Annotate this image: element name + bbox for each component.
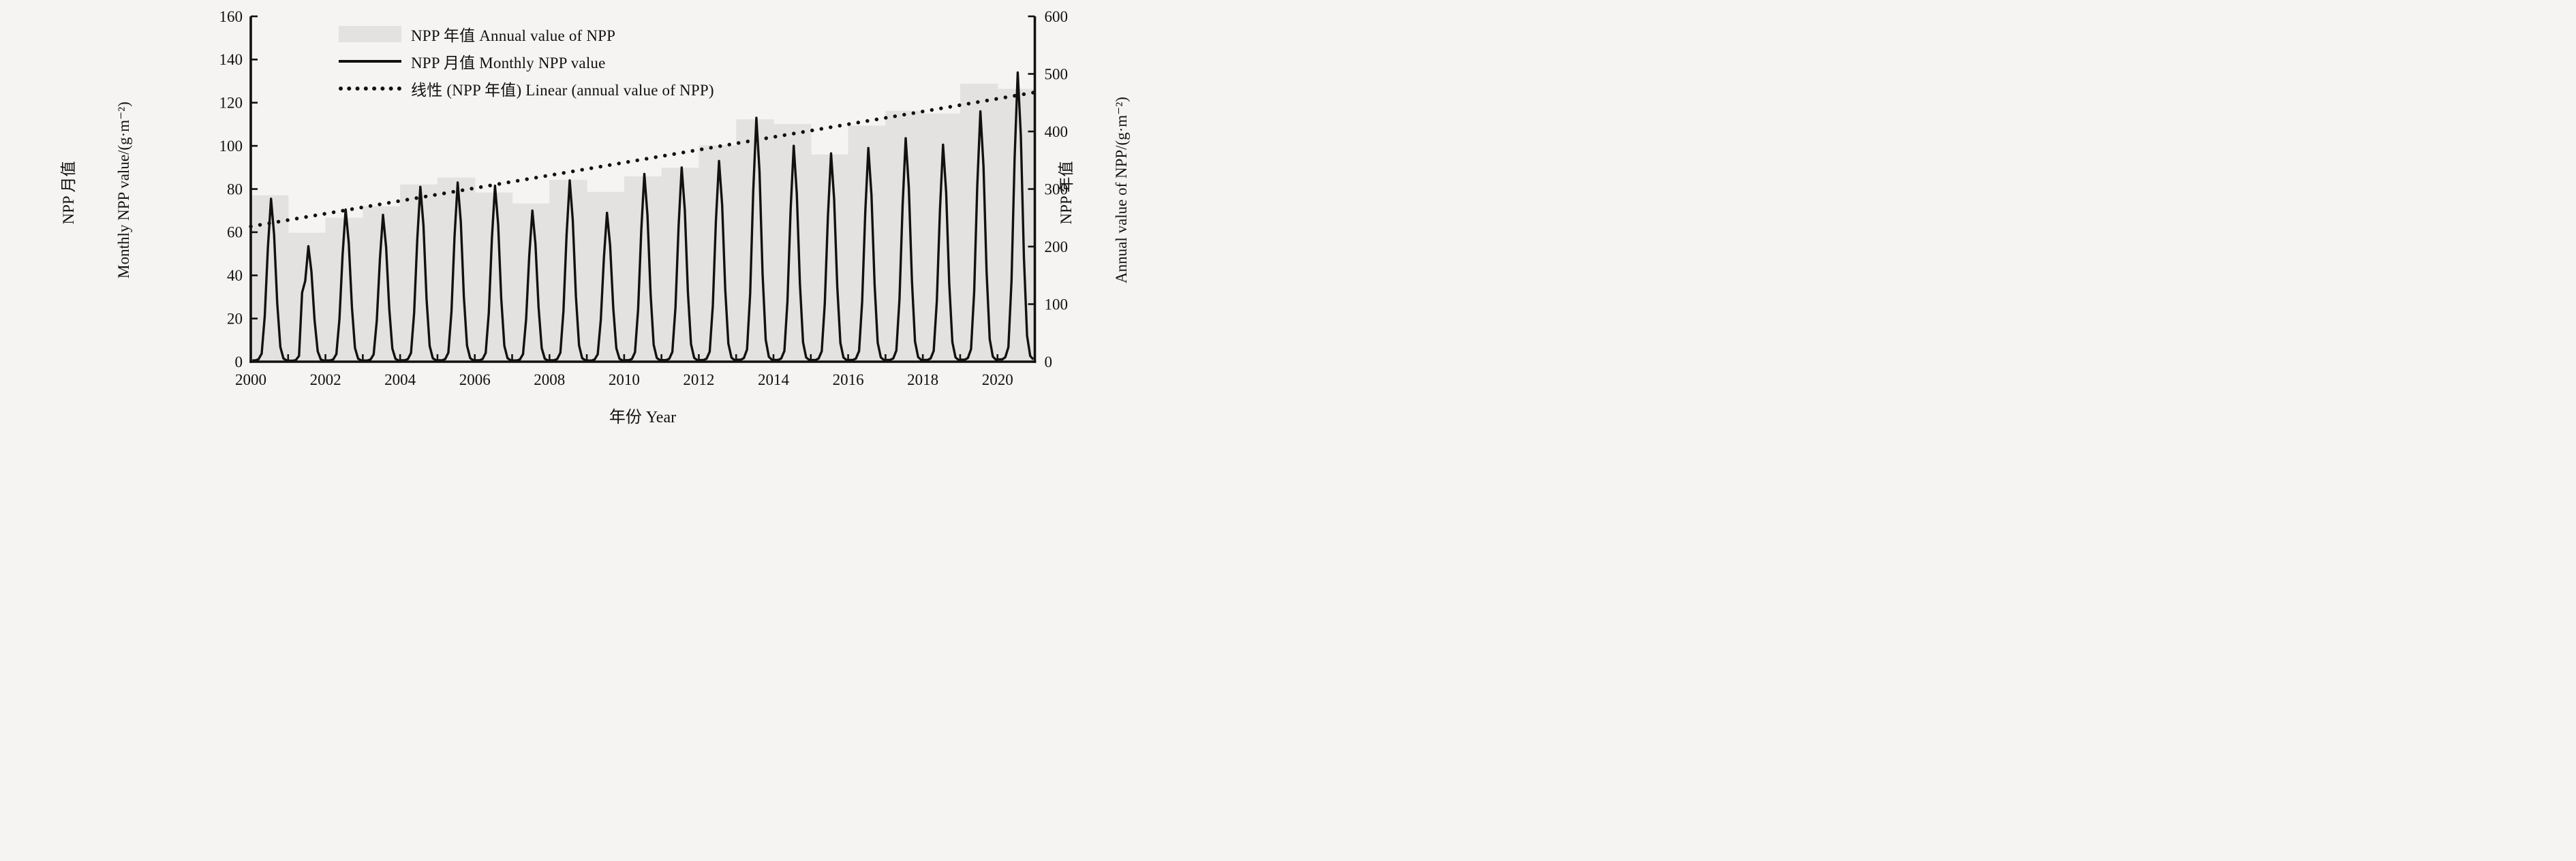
right-axis-title-en: Annual value of NPP/(g·m⁻²) bbox=[1113, 97, 1130, 283]
left-tick-label: 80 bbox=[227, 181, 243, 198]
x-tick-label: 2012 bbox=[683, 371, 714, 388]
legend-item-linear: 线性 (NPP 年值) Linear (annual value of NPP) bbox=[339, 75, 714, 102]
left-tick-label: 100 bbox=[219, 138, 243, 155]
legend-label-linear: 线性 (NPP 年值) Linear (annual value of NPP) bbox=[411, 82, 714, 99]
right-tick-label: 500 bbox=[1045, 65, 1069, 82]
right-tick-label: 400 bbox=[1045, 123, 1069, 140]
x-tick-label: 2016 bbox=[833, 371, 864, 388]
left-axis-title-zh: NPP 月值 bbox=[60, 161, 77, 225]
right-tick-label: 0 bbox=[1045, 354, 1053, 371]
annual-bar-swatch-icon bbox=[339, 26, 401, 42]
x-tick-label: 2006 bbox=[459, 371, 491, 388]
left-tick-label: 120 bbox=[219, 95, 243, 112]
left-tick-label: 40 bbox=[227, 267, 243, 284]
x-tick-label: 2010 bbox=[609, 371, 640, 388]
chart-canvas: 0 20 40 60 80 100 120 140 160 0 100 200 300 400 500 600… bbox=[219, 8, 1069, 388]
left-tick-label: 60 bbox=[227, 224, 243, 241]
left-tick-label: 140 bbox=[219, 51, 243, 68]
monthly-line-swatch-icon bbox=[339, 60, 401, 63]
npp-chart-figure: 0 20 40 60 80 100 120 140 160 0 100 200 300 400 500 600… bbox=[0, 0, 1288, 430]
x-tick-label: 2000 bbox=[235, 371, 266, 388]
right-tick-label: 200 bbox=[1045, 238, 1069, 255]
x-tick-label: 2004 bbox=[384, 371, 416, 388]
right-tick-label: 300 bbox=[1045, 181, 1069, 198]
right-tick-label: 100 bbox=[1045, 296, 1069, 313]
x-tick-label: 2008 bbox=[534, 371, 565, 388]
right-axis-title-zh: NPP 年值 bbox=[1058, 161, 1075, 225]
x-tick-label: 2014 bbox=[758, 371, 790, 388]
x-tick-label: 2002 bbox=[310, 371, 341, 388]
x-axis-title: 年份 Year bbox=[609, 409, 677, 426]
legend-item-annual: NPP 年值 Annual value of NPP bbox=[339, 20, 714, 48]
legend-label-annual: NPP 年值 Annual value of NPP bbox=[411, 27, 616, 44]
x-tick-label: 2020 bbox=[982, 371, 1013, 388]
chart-legend: NPP 年值 Annual value of NPP NPP 月值 Monthl… bbox=[339, 20, 714, 102]
legend-item-monthly: NPP 月值 Monthly NPP value bbox=[339, 48, 714, 75]
x-tick-label: 2018 bbox=[907, 371, 938, 388]
right-tick-label: 600 bbox=[1045, 8, 1069, 25]
left-tick-label: 160 bbox=[219, 8, 243, 25]
monthly-npp-line bbox=[252, 71, 1034, 362]
trend-dotted-swatch-icon bbox=[339, 87, 401, 91]
left-tick-label: 20 bbox=[227, 310, 243, 327]
left-axis-title-en: Monthly NPP value/(g·m⁻²) bbox=[115, 101, 132, 279]
left-tick-label: 0 bbox=[235, 354, 243, 371]
trend-line bbox=[249, 90, 1037, 229]
legend-label-monthly: NPP 月值 Monthly NPP value bbox=[411, 54, 606, 72]
